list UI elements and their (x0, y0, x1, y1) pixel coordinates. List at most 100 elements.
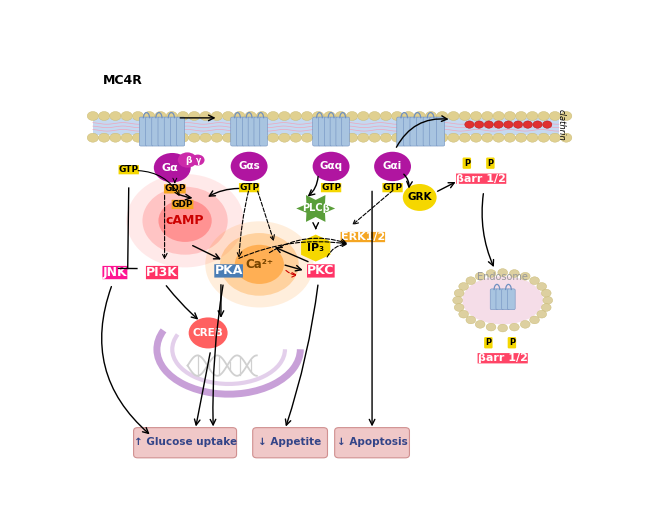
Text: βarr 1/2: βarr 1/2 (456, 174, 506, 184)
FancyBboxPatch shape (253, 428, 327, 458)
Circle shape (200, 133, 212, 142)
Circle shape (543, 296, 553, 304)
Circle shape (448, 111, 459, 120)
Circle shape (245, 133, 256, 142)
Circle shape (514, 121, 523, 128)
Circle shape (520, 321, 530, 328)
FancyBboxPatch shape (93, 118, 559, 136)
FancyBboxPatch shape (430, 117, 438, 146)
Circle shape (529, 316, 539, 324)
Text: GDP: GDP (172, 200, 193, 209)
Circle shape (220, 233, 299, 296)
Text: β: β (185, 155, 191, 164)
FancyBboxPatch shape (243, 117, 250, 146)
Text: GTP: GTP (321, 183, 341, 192)
Text: ERK1/2: ERK1/2 (340, 232, 385, 242)
Circle shape (516, 111, 527, 120)
FancyBboxPatch shape (171, 117, 178, 146)
Text: CREB: CREB (193, 328, 223, 338)
FancyBboxPatch shape (313, 117, 321, 146)
Circle shape (414, 111, 425, 120)
Circle shape (132, 133, 143, 142)
FancyBboxPatch shape (260, 117, 268, 146)
Circle shape (549, 133, 561, 142)
Text: PLCβ: PLCβ (302, 204, 330, 214)
Circle shape (459, 111, 471, 120)
Circle shape (504, 133, 516, 142)
Circle shape (223, 133, 234, 142)
Circle shape (154, 153, 191, 182)
FancyBboxPatch shape (176, 117, 184, 146)
Circle shape (459, 310, 469, 318)
Circle shape (471, 133, 482, 142)
Circle shape (301, 133, 313, 142)
Text: GTP: GTP (239, 183, 259, 192)
FancyBboxPatch shape (231, 117, 239, 146)
FancyBboxPatch shape (145, 117, 153, 146)
FancyBboxPatch shape (330, 117, 338, 146)
Circle shape (482, 111, 493, 120)
Circle shape (425, 111, 437, 120)
Circle shape (541, 304, 551, 311)
Circle shape (358, 133, 369, 142)
FancyBboxPatch shape (336, 117, 344, 146)
Text: GDP: GDP (164, 184, 186, 193)
FancyBboxPatch shape (502, 289, 510, 310)
Circle shape (543, 121, 552, 128)
Polygon shape (301, 235, 330, 261)
Text: βarr 1/2: βarr 1/2 (478, 354, 527, 363)
Circle shape (268, 133, 279, 142)
Circle shape (529, 277, 539, 285)
Circle shape (538, 133, 549, 142)
Circle shape (520, 272, 530, 280)
FancyBboxPatch shape (397, 117, 405, 146)
FancyBboxPatch shape (410, 117, 418, 146)
FancyBboxPatch shape (325, 117, 332, 146)
Circle shape (313, 111, 324, 120)
Text: Gαi: Gαi (383, 162, 402, 171)
FancyBboxPatch shape (254, 117, 262, 146)
Text: P: P (509, 338, 515, 347)
Circle shape (87, 111, 98, 120)
Circle shape (98, 133, 110, 142)
Circle shape (533, 121, 542, 128)
Circle shape (290, 111, 301, 120)
Circle shape (279, 133, 290, 142)
Circle shape (313, 133, 324, 142)
Circle shape (126, 174, 244, 268)
Circle shape (235, 245, 284, 284)
Circle shape (143, 111, 155, 120)
Text: JNK: JNK (102, 266, 127, 279)
Circle shape (177, 133, 188, 142)
Text: γ: γ (196, 155, 201, 164)
Text: clathrin: clathrin (557, 109, 565, 140)
Text: Ca²⁺: Ca²⁺ (245, 258, 274, 271)
FancyBboxPatch shape (248, 117, 256, 146)
Circle shape (335, 133, 346, 142)
FancyBboxPatch shape (416, 117, 425, 146)
Text: PKC: PKC (307, 264, 334, 277)
FancyBboxPatch shape (508, 289, 515, 310)
Circle shape (188, 317, 227, 348)
Circle shape (313, 152, 350, 181)
Circle shape (403, 133, 414, 142)
Ellipse shape (462, 276, 543, 324)
Polygon shape (296, 195, 335, 222)
FancyBboxPatch shape (164, 117, 173, 146)
Circle shape (206, 222, 313, 307)
Circle shape (541, 289, 551, 297)
Circle shape (498, 324, 508, 332)
Circle shape (527, 111, 538, 120)
Circle shape (268, 111, 279, 120)
Circle shape (471, 111, 482, 120)
Circle shape (223, 111, 234, 120)
Text: P: P (487, 158, 494, 167)
Circle shape (482, 133, 493, 142)
Circle shape (425, 133, 437, 142)
Circle shape (465, 121, 474, 128)
FancyBboxPatch shape (139, 117, 147, 146)
Circle shape (549, 111, 561, 120)
Circle shape (391, 111, 403, 120)
Circle shape (454, 289, 464, 297)
Circle shape (188, 111, 200, 120)
